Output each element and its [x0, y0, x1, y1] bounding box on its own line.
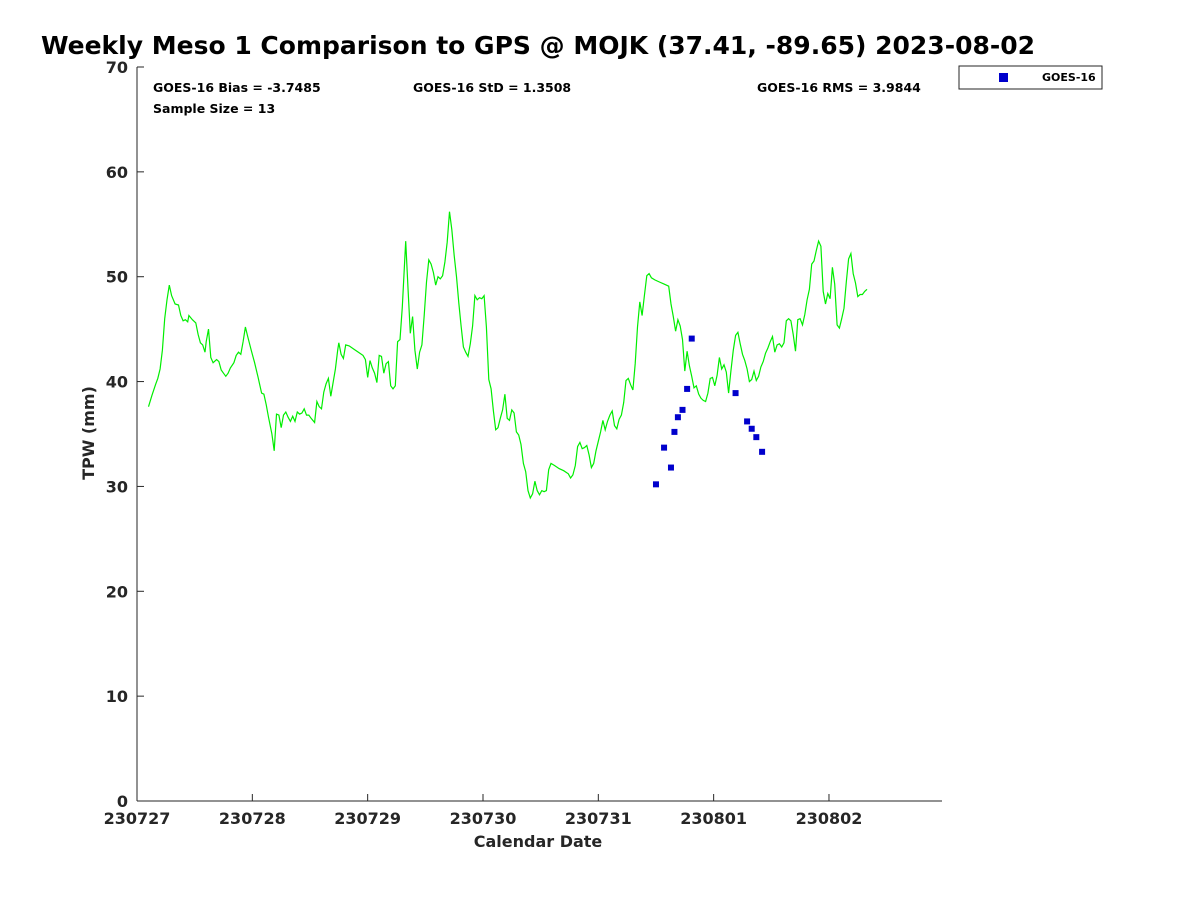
- stat-std: GOES-16 StD = 1.3508: [413, 80, 571, 95]
- y-tick-label: 20: [106, 582, 128, 601]
- goes16-point: [744, 418, 751, 425]
- goes16-point: [759, 448, 766, 455]
- gps-tpw-line: [147, 211, 868, 500]
- x-tick-label: 230729: [334, 809, 401, 828]
- goes16-point: [674, 414, 681, 421]
- x-tick-label: 230730: [450, 809, 517, 828]
- goes16-point: [688, 335, 695, 342]
- goes16-point: [748, 425, 755, 432]
- stat-rms: GOES-16 RMS = 3.9844: [757, 80, 921, 95]
- goes16-point: [667, 464, 674, 471]
- x-tick-label: 230731: [565, 809, 632, 828]
- y-tick-label: 70: [106, 58, 128, 77]
- goes16-point: [671, 428, 678, 435]
- legend-box: [958, 65, 1103, 90]
- y-tick-label: 10: [106, 687, 128, 706]
- goes16-point: [652, 481, 659, 488]
- y-ticks: 0 10 20 30 40 50 60 70: [106, 58, 144, 811]
- y-tick-label: 0: [117, 792, 128, 811]
- goes16-point: [679, 406, 686, 413]
- legend: GOES-16: [958, 65, 1103, 90]
- x-tick-label: 230727: [104, 809, 171, 828]
- plot-area: [136, 67, 942, 802]
- x-tick-label: 230801: [680, 809, 747, 828]
- goes16-point: [684, 385, 691, 392]
- legend-label-goes16: GOES-16: [1042, 71, 1096, 84]
- x-ticks: 230727 230728 230729 230730 230731 230801 2308…: [104, 794, 863, 828]
- y-tick-label: 60: [106, 163, 128, 182]
- legend-marker-goes16: [999, 73, 1008, 82]
- y-axis-label: TPW (mm): [79, 386, 98, 480]
- stat-sample-size: Sample Size = 13: [153, 101, 275, 116]
- x-tick-label: 230802: [796, 809, 863, 828]
- chart-title: Weekly Meso 1 Comparison to GPS @ MOJK (…: [41, 31, 1035, 60]
- x-tick-label: 230728: [219, 809, 286, 828]
- goes16-point: [732, 390, 739, 397]
- y-tick-label: 40: [106, 373, 128, 392]
- x-axis-label: Calendar Date: [474, 832, 603, 851]
- series-layer: [147, 211, 868, 500]
- stat-bias: GOES-16 Bias = -3.7485: [153, 80, 321, 95]
- y-tick-label: 50: [106, 268, 128, 287]
- goes16-point: [661, 444, 668, 451]
- stats-annotations: GOES-16 Bias = -3.7485 GOES-16 StD = 1.3…: [153, 80, 921, 116]
- goes16-point: [753, 434, 760, 441]
- y-tick-label: 30: [106, 477, 128, 496]
